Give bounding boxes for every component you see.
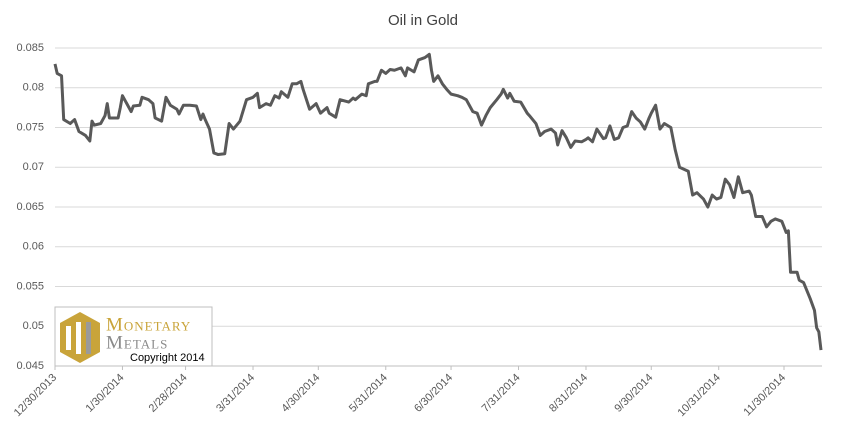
y-tick-label: 0.05 [23, 320, 44, 332]
y-tick-label: 0.06 [23, 241, 44, 253]
y-tick-label: 0.045 [16, 360, 44, 372]
logo-line-1: Monetary [106, 314, 191, 335]
logo-icon-bar [86, 322, 91, 354]
y-tick-label: 0.08 [23, 82, 44, 94]
logo-copyright: Copyright 2014 [130, 352, 205, 364]
y-tick-label: 0.07 [23, 161, 44, 173]
chart-title: Oil in Gold [388, 12, 458, 29]
y-tick-label: 0.055 [16, 280, 44, 292]
logo: Monetary Metals Copyright 2014 [54, 306, 213, 367]
logo-icon-bar [66, 326, 71, 350]
line [53, 52, 823, 351]
logo-line-2: Metals [106, 332, 168, 353]
logo-icon-bar [76, 322, 81, 354]
y-tick-label: 0.085 [16, 42, 44, 54]
y-tick-label: 0.065 [16, 201, 44, 213]
y-tick-label: 0.075 [16, 121, 44, 133]
